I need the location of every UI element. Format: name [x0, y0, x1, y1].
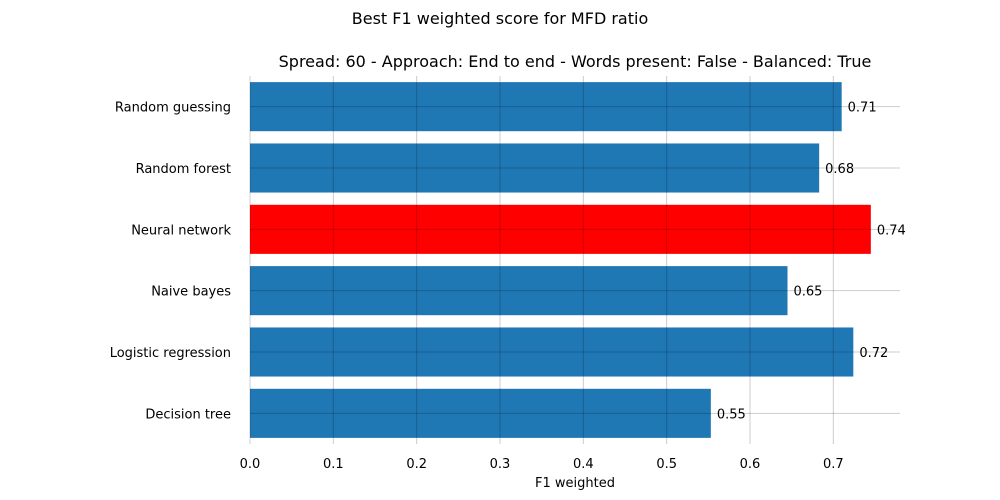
y-tick-label: Decision tree: [145, 407, 231, 422]
x-axis-label: F1 weighted: [535, 476, 615, 491]
bars-layer: [250, 82, 871, 438]
chart-title: Spread: 60 - Approach: End to end - Word…: [279, 52, 872, 71]
bar-naive-bayes: [250, 266, 788, 316]
chart-suptitle: Best F1 weighted score for MFD ratio: [352, 9, 648, 28]
y-tick-label: Random forest: [136, 162, 231, 177]
bar-value-label: 0.65: [794, 285, 823, 300]
x-tick-label: 0.7: [823, 457, 844, 472]
y-tick-label: Neural network: [131, 223, 231, 238]
grid-layer: [249, 76, 900, 444]
y-tick-label: Naive bayes: [151, 285, 231, 300]
bar-value-label: 0.72: [859, 346, 888, 361]
x-tick-label: 0.2: [406, 457, 427, 472]
x-tick-label: 0.1: [323, 457, 344, 472]
x-tick-label: 0.6: [740, 457, 761, 472]
bar-decision-tree: [250, 388, 711, 438]
bar-random-guessing: [250, 82, 842, 132]
label-layer: Random guessing 0.71 Random forest 0.68 Neur…: [110, 101, 906, 472]
bar-value-label: 0.68: [825, 162, 854, 177]
bar-value-label: 0.74: [877, 223, 906, 238]
y-tick-label: Random guessing: [115, 101, 231, 116]
bar-random-forest: [250, 143, 820, 193]
x-tick-label: 0.0: [240, 457, 261, 472]
bar-logistic-regression: [250, 327, 854, 377]
bar-neural-network: [250, 204, 871, 254]
x-tick-label: 0.4: [573, 457, 594, 472]
bar-value-label: 0.55: [717, 407, 746, 422]
x-tick-label: 0.5: [656, 457, 677, 472]
x-tick-label: 0.3: [490, 457, 511, 472]
bar-value-label: 0.71: [848, 101, 877, 116]
y-tick-label: Logistic regression: [110, 346, 231, 361]
